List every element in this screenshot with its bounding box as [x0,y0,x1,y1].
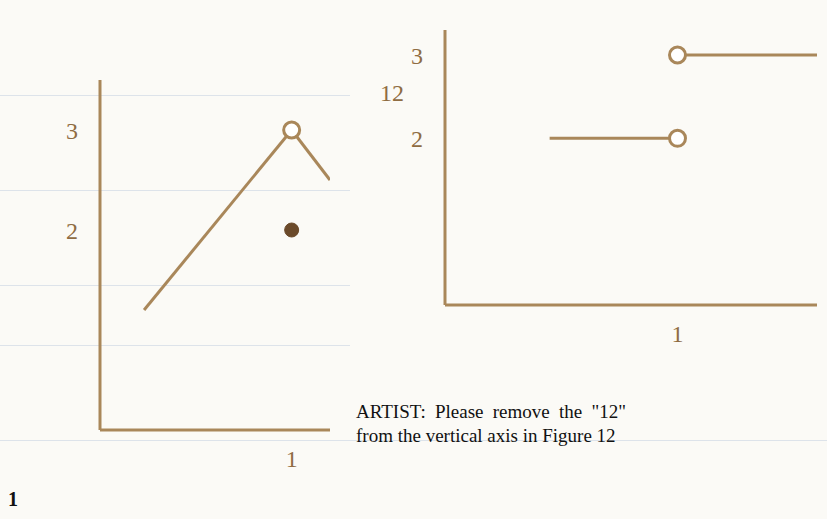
svg-text:3: 3 [411,43,423,69]
html-text:ARTIST: Please remove the "12": ARTIST: Please remove the "12" from the … [356,401,626,446]
svg-text:1: 1 [286,446,298,472]
svg-text:1: 1 [672,321,684,347]
svg-text:2: 2 [411,126,423,152]
html-text:1: 1 [8,488,18,510]
svg-text:2: 2 [66,218,78,244]
svg-text:3: 3 [66,118,78,144]
html-text:12: 12 [380,80,404,106]
